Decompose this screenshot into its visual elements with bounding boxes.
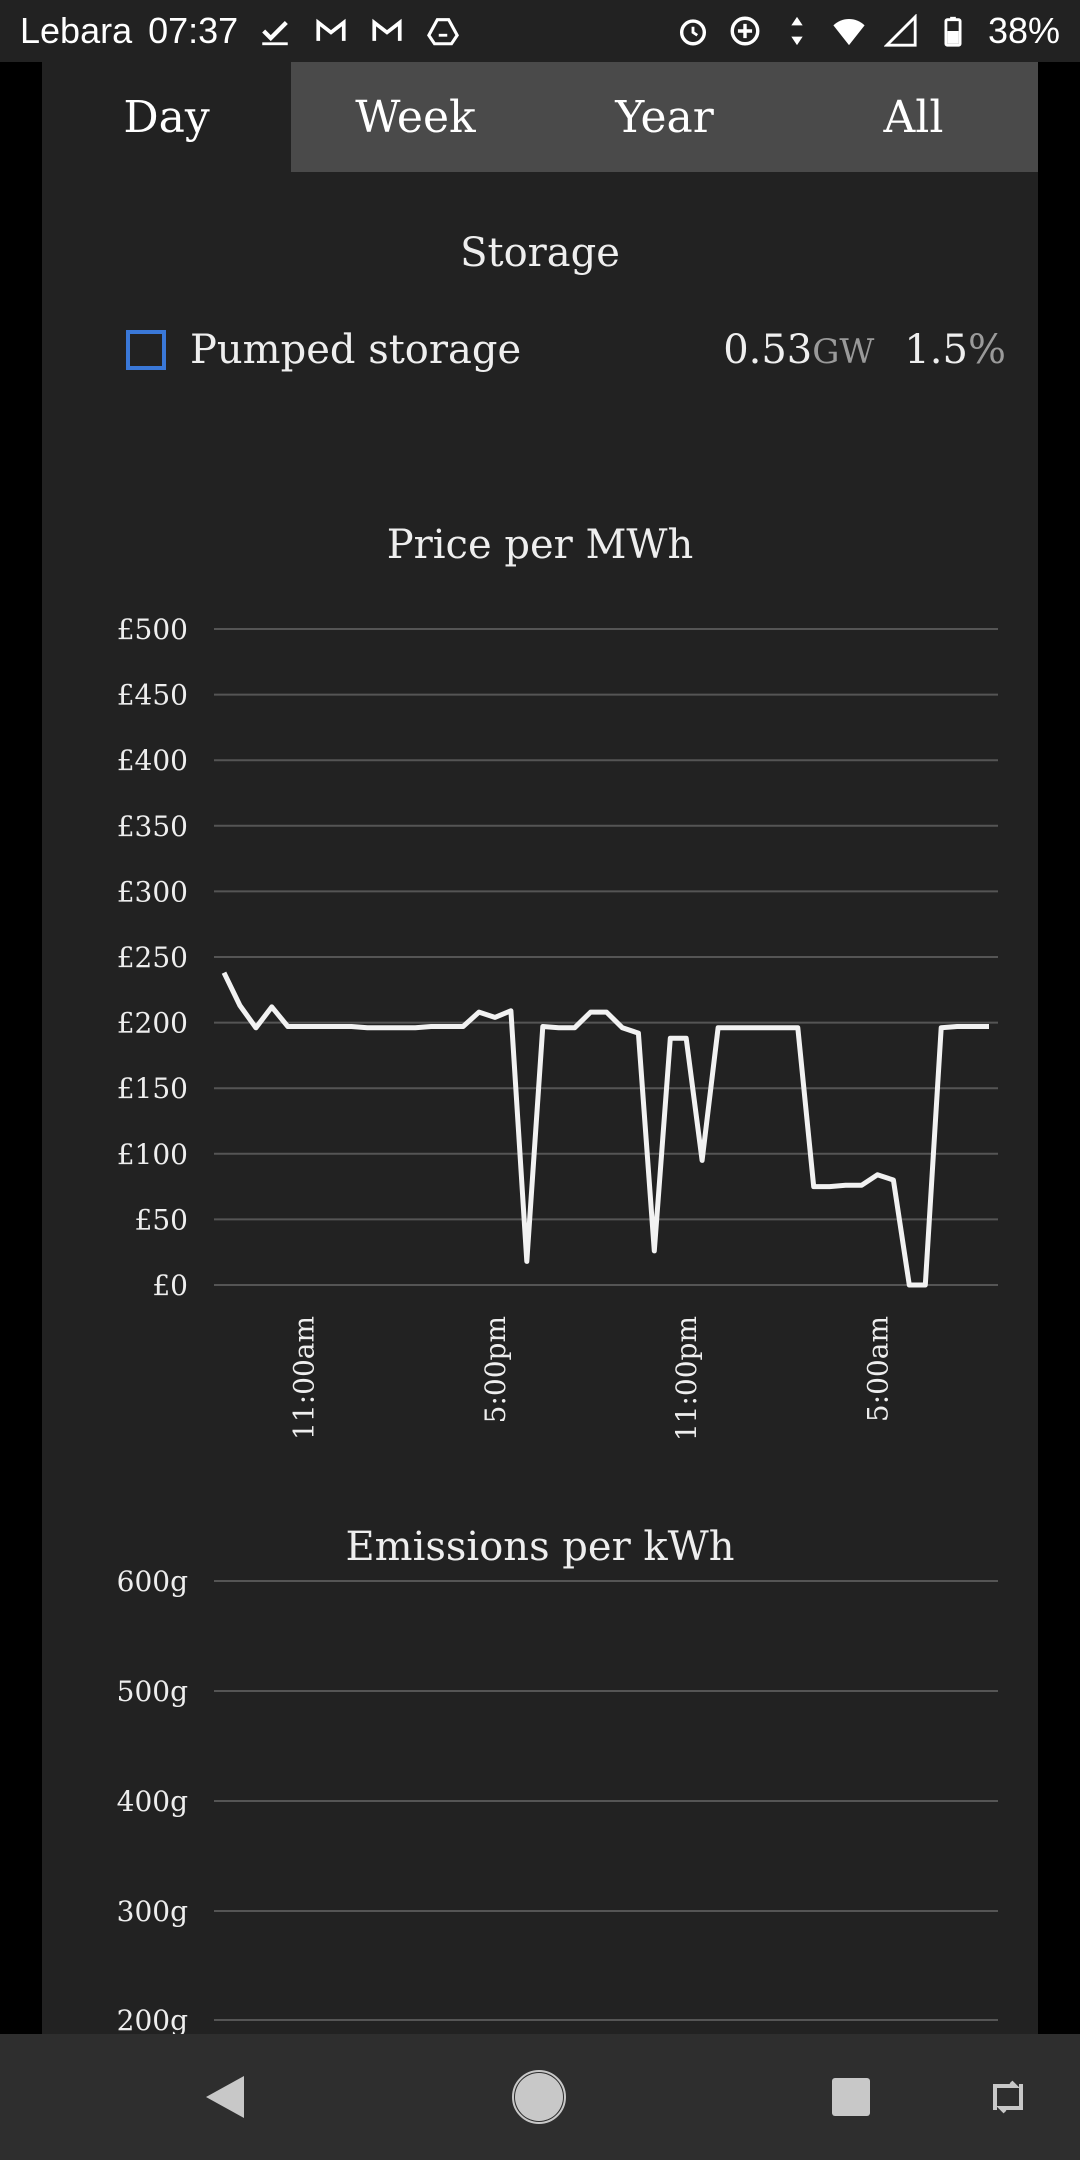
tab-all[interactable]: All — [883, 91, 944, 143]
price-y-tick-label: £450 — [117, 679, 188, 712]
battery-percent: 38% — [987, 10, 1060, 51]
back-icon — [206, 2076, 244, 2118]
tab-year[interactable]: Year — [615, 91, 714, 143]
price-y-tick-label: £0 — [152, 1269, 188, 1302]
price-y-tick-label: £350 — [117, 810, 188, 843]
emissions-y-tick-label: 400g — [117, 1785, 188, 1818]
clock: 07:37 — [148, 10, 239, 51]
data-saver-icon — [728, 14, 762, 48]
price-y-tick-label: £400 — [117, 744, 188, 777]
drive-icon — [426, 14, 460, 48]
price-y-tick-label: £250 — [117, 941, 188, 974]
price-x-tick-label: 11:00am — [288, 1316, 321, 1440]
price-x-tick-label: 5:00am — [861, 1316, 894, 1422]
battery-icon — [936, 14, 970, 48]
storage-title: Storage — [460, 230, 620, 276]
price-x-tick-label: 5:00pm — [479, 1316, 512, 1423]
recents-icon — [832, 2078, 870, 2116]
tab-week[interactable]: Week — [355, 91, 476, 143]
price-chart-title: Price per MWh — [386, 522, 694, 568]
signal-icon — [883, 14, 918, 48]
wifi-icon — [832, 14, 866, 48]
navigation-bar — [0, 2034, 1080, 2160]
recents-button[interactable] — [818, 2064, 884, 2130]
rotate-icon — [993, 2080, 1023, 2114]
price-y-tick-label: £500 — [117, 613, 188, 646]
alarm-icon — [676, 14, 710, 48]
emissions-y-tick-label: 200g — [117, 2004, 188, 2034]
price-chart: £0 £50 £100 £150 £200 £250 £300 £350 £400 £450 £50… — [117, 613, 998, 1441]
status-bar: Lebara 07:37 — [0, 0, 1080, 62]
storage-unit: GW — [812, 332, 875, 372]
home-icon — [512, 2070, 566, 2124]
tab-day[interactable]: Day — [42, 62, 291, 172]
emissions-chart: 200g 300g 400g 500g 600g — [117, 1565, 998, 2034]
data-arrows-icon — [780, 14, 814, 48]
storage-row[interactable]: Pumped storage 0.53GW 1.5% — [126, 320, 1006, 380]
price-y-tick-label: £150 — [117, 1072, 188, 1105]
gmail-icon — [314, 14, 348, 48]
emissions-y-tick-label: 500g — [117, 1675, 188, 1708]
storage-percent: 1.5% — [904, 327, 1006, 373]
pumped-storage-checkbox[interactable] — [126, 330, 166, 370]
back-button[interactable] — [192, 2064, 258, 2130]
check-icon — [258, 14, 292, 48]
gmail-icon — [370, 14, 404, 48]
period-tabs: Day Week Year All — [42, 62, 1038, 172]
price-series-line — [221, 971, 989, 1288]
rotate-button[interactable] — [975, 2064, 1041, 2130]
emissions-y-tick-label: 600g — [117, 1565, 188, 1598]
home-button[interactable] — [506, 2064, 572, 2130]
emissions-chart-title: Emissions per kWh — [345, 1524, 735, 1570]
storage-value: 0.53GW — [723, 327, 875, 373]
price-y-tick-label: £100 — [117, 1138, 188, 1171]
carrier-label: Lebara — [20, 10, 133, 51]
price-y-tick-label: £200 — [117, 1007, 188, 1040]
price-y-tick-label: £50 — [135, 1203, 188, 1236]
emissions-y-tick-label: 300g — [117, 1895, 188, 1928]
app-card: Day Week Year All Storage Pumped storage… — [42, 62, 1038, 2034]
price-x-tick-label: 11:00pm — [670, 1316, 703, 1441]
pumped-storage-label: Pumped storage — [190, 327, 522, 373]
price-y-tick-label: £300 — [117, 875, 188, 908]
